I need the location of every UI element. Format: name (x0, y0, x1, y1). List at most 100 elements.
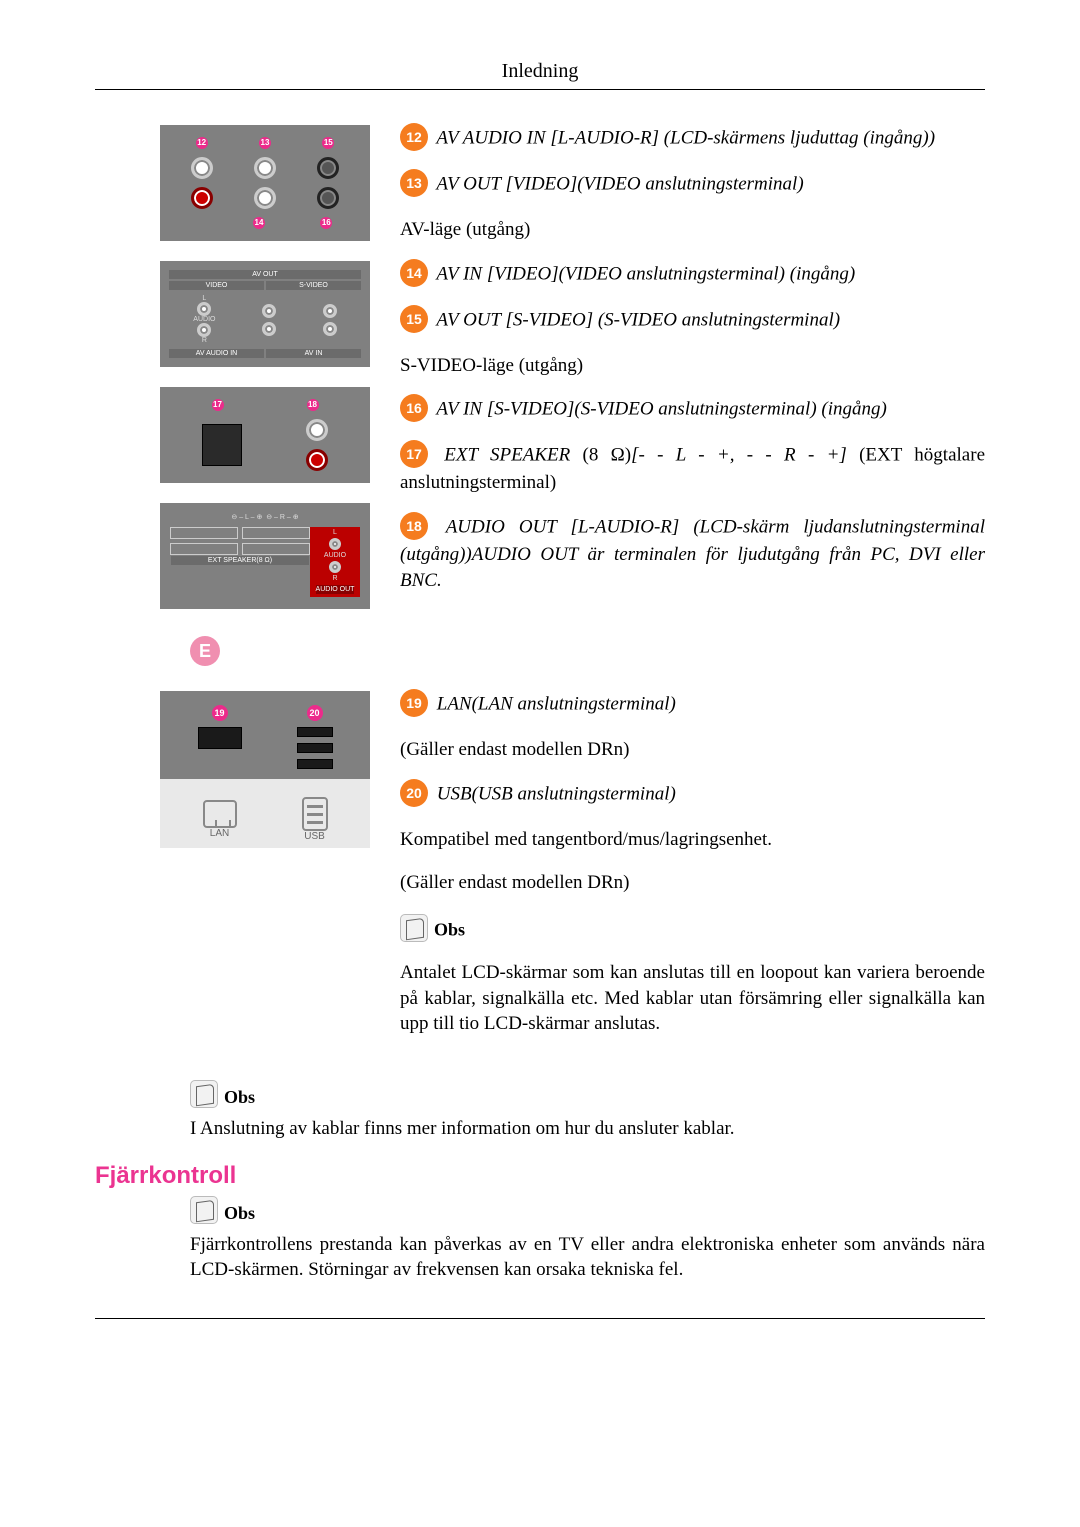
diagram-ext-speaker: 17 18 (160, 387, 370, 483)
item-18-text: AUDIO OUT [L-AUDIO-R] (LCD-skärm ljudans… (400, 516, 985, 590)
lan-port-icon (198, 727, 242, 749)
jack-icon (197, 302, 211, 316)
jack-icon (197, 323, 211, 337)
block-connectors: 12 13 15 14 16 (95, 125, 985, 611)
jack-icon (317, 187, 339, 209)
jack-icon (329, 538, 341, 550)
callout-19: 19 (212, 705, 228, 721)
item-17b: (8 Ω) (583, 445, 632, 466)
item-20-text: USB(USB anslutningsterminal) (432, 783, 676, 804)
badge-20: 20 (400, 779, 428, 807)
text-column-2: 19 LAN(LAN anslutningsterminal) (Gäller … (400, 691, 985, 1055)
item-18: 18 AUDIO OUT [L-AUDIO-R] (LCD-skärm ljud… (400, 514, 985, 593)
note-icon (190, 1196, 218, 1224)
item-15-text: AV OUT [S-VIDEO] (S-VIDEO anslutningster… (432, 309, 840, 330)
jack-icon (254, 157, 276, 179)
lan-label: LAN (210, 828, 229, 839)
jack-icon (191, 157, 213, 179)
label-avin: AV IN (266, 349, 361, 358)
item-13-text: AV OUT [VIDEO](VIDEO anslutningsterminal… (432, 173, 804, 194)
badge-12: 12 (400, 123, 428, 151)
badge-14: 14 (400, 259, 428, 287)
callout-13: 13 (259, 137, 271, 149)
note-text-2: I Anslutning av kablar finns mer informa… (190, 1116, 985, 1142)
note-block-3: Obs Fjärrkontrollens prestanda kan påver… (190, 1196, 985, 1283)
usb-icon: USB (302, 797, 328, 842)
jack-icon (317, 157, 339, 179)
jack-icon (191, 187, 213, 209)
section-marker-e: E (190, 636, 985, 666)
item-20: 20 USB(USB anslutningsterminal) (400, 781, 985, 809)
badge-18: 18 (400, 512, 428, 540)
page: Inledning 12 13 15 (0, 0, 1080, 1369)
callout-17: 17 (212, 399, 224, 411)
usb-port-icon (297, 759, 333, 769)
label-r: R (332, 575, 337, 582)
note-icon (190, 1080, 218, 1108)
item-14-text: AV IN [VIDEO](VIDEO anslutningsterminal)… (432, 263, 855, 284)
note-icon (400, 914, 428, 942)
item-12-text: AV AUDIO IN [L-AUDIO-R] (LCD-skärmens lj… (432, 127, 935, 148)
terminal-icon (170, 527, 238, 539)
item-17c: [- - L - +, - - R - +] (631, 445, 847, 466)
label-audio: AUDIO (193, 316, 215, 323)
jack-icon (262, 304, 276, 318)
item-19: 19 LAN(LAN anslutningsterminal) (400, 691, 985, 719)
note-label: Obs (434, 920, 465, 940)
terminal-icon (242, 543, 310, 555)
terminal-icon (242, 527, 310, 539)
label-ext-speaker: EXT SPEAKER(8 Ω) (171, 556, 309, 565)
note-label: Obs (224, 1203, 255, 1223)
item-20-plain: Kompatibel med tangentbord/mus/lagringse… (400, 827, 985, 853)
note-text-3: Fjärrkontrollens prestanda kan påverkas … (190, 1232, 985, 1283)
label-video: VIDEO (169, 281, 264, 290)
item-17a: EXT SPEAKER (432, 445, 583, 466)
diagram-column: 12 13 15 14 16 (95, 125, 370, 611)
badge-15: 15 (400, 305, 428, 333)
jack-icon (323, 322, 337, 336)
label-audio: AUDIO (324, 552, 346, 559)
callout-14: 14 (253, 217, 265, 229)
note-inline-1: Obs (400, 914, 985, 942)
item-16-text: AV IN [S-VIDEO](S-VIDEO anslutningstermi… (432, 399, 887, 420)
jack-icon (306, 419, 328, 441)
jack-icon (254, 187, 276, 209)
terminal-icon (170, 543, 238, 555)
note-block-2: Obs I Anslutning av kablar finns mer inf… (190, 1080, 985, 1142)
label-svideo: S-VIDEO (266, 281, 361, 290)
lan-icon: LAN (203, 800, 237, 839)
diagram-av-top: 12 13 15 14 16 (160, 125, 370, 241)
badge-16: 16 (400, 394, 428, 422)
diagram-av-labels: AV OUT VIDEO S-VIDEO L AUDIO R (160, 261, 370, 367)
item-14: 14 AV IN [VIDEO](VIDEO anslutningstermin… (400, 261, 985, 289)
jack-icon (262, 322, 276, 336)
item-12: 12 AV AUDIO IN [L-AUDIO-R] (LCD-skärmens… (400, 125, 985, 153)
item-13: 13 AV OUT [VIDEO](VIDEO anslutningstermi… (400, 171, 985, 199)
usb-port-icon (297, 743, 333, 753)
item-15-plain: S-VIDEO-läge (utgång) (400, 353, 985, 379)
badge-13: 13 (400, 169, 428, 197)
usb-label: USB (304, 831, 325, 842)
diagram-column-2: 19 20 LAN (95, 691, 370, 1055)
usb-port-icon (297, 727, 333, 737)
section-remote-title: Fjärrkontroll (95, 1162, 985, 1190)
label-avaudioin: AV AUDIO IN (169, 349, 264, 358)
text-column-1: 12 AV AUDIO IN [L-AUDIO-R] (LCD-skärmens… (400, 125, 985, 611)
callout-12: 12 (196, 137, 208, 149)
speaker-block-icon (202, 424, 242, 466)
note-text-1: Antalet LCD-skärmar som kan anslutas til… (400, 960, 985, 1037)
item-19-text: LAN(LAN anslutningsterminal) (432, 694, 676, 715)
item-17: 17 EXT SPEAKER (8 Ω)[- - L - +, - - R - … (400, 442, 985, 496)
item-20-plain2: (Gäller endast modellen DRn) (400, 870, 985, 896)
block-lan-usb: 19 20 LAN (95, 691, 985, 1055)
callout-20: 20 (307, 705, 323, 721)
badge-19: 19 (400, 689, 428, 717)
label-l: L (333, 529, 337, 536)
label-l: L (202, 295, 206, 302)
callout-18: 18 (307, 399, 319, 411)
jack-icon (306, 449, 328, 471)
callout-15: 15 (322, 137, 334, 149)
item-15: 15 AV OUT [S-VIDEO] (S-VIDEO anslutnings… (400, 307, 985, 335)
diagram-ext-labels: ⊖ – L – ⊕ ⊖ – R – ⊕ EXT SPEAKER(8 Ω) (160, 503, 370, 609)
footer-rule (95, 1318, 985, 1319)
